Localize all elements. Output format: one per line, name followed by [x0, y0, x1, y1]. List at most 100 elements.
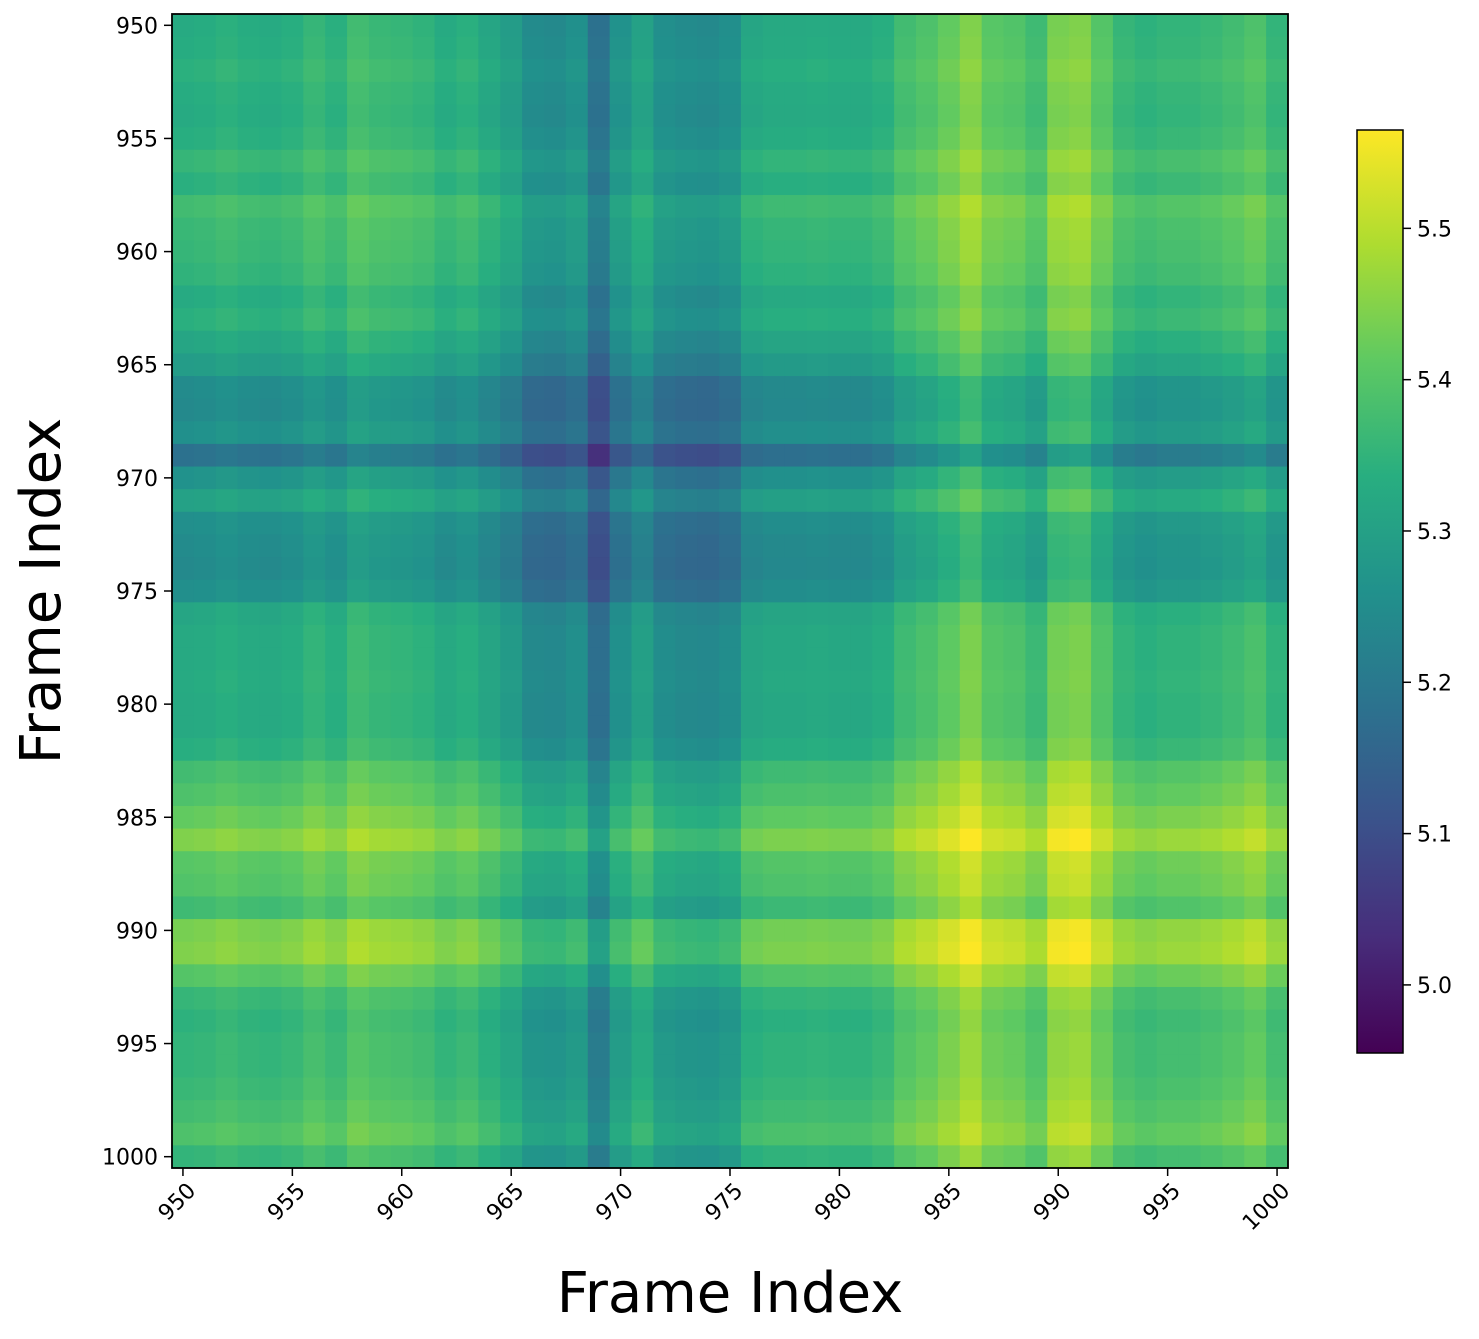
heatmap-cell: [368, 172, 392, 196]
heatmap-cell: [1266, 172, 1289, 196]
heatmap-cell: [740, 421, 764, 445]
heatmap-cell: [697, 851, 720, 875]
heatmap-cell: [237, 285, 261, 309]
heatmap-cell: [434, 534, 458, 558]
heatmap-cell: [1112, 738, 1136, 762]
heatmap-cell: [1200, 964, 1223, 988]
heatmap-cell: [762, 36, 786, 60]
heatmap-cell: [1047, 647, 1070, 671]
heatmap-cell: [259, 760, 283, 784]
heatmap-cell: [1178, 1077, 1202, 1101]
heatmap-cell: [1222, 1009, 1245, 1033]
heatmap-cell: [959, 195, 983, 219]
heatmap-cell: [981, 873, 1005, 898]
heatmap-cell: [937, 670, 961, 694]
heatmap-cell: [981, 1100, 1005, 1124]
heatmap-cell: [434, 149, 458, 173]
heatmap-cell: [368, 534, 392, 558]
heatmap-cell: [740, 217, 764, 241]
heatmap-cell: [1266, 715, 1289, 739]
heatmap-cell: [959, 443, 983, 468]
heatmap-cell: [281, 308, 304, 332]
heatmap-cell: [281, 964, 304, 988]
heatmap-cell: [237, 1032, 261, 1056]
heatmap-cell: [1222, 398, 1245, 422]
heatmap-cell: [1091, 172, 1114, 196]
heatmap-cell: [697, 104, 720, 128]
heatmap-cell: [1134, 376, 1158, 400]
heatmap-cell: [762, 489, 786, 513]
heatmap-cell: [215, 81, 239, 106]
heatmap-cell: [544, 1100, 567, 1124]
heatmap-cell: [522, 647, 545, 671]
heatmap-cell: [631, 1122, 655, 1146]
heatmap-cell: [478, 1054, 501, 1079]
heatmap-cell: [1244, 941, 1267, 965]
heatmap-cell: [1003, 376, 1027, 400]
heatmap-cell: [1222, 127, 1245, 151]
heatmap-cell: [1003, 285, 1027, 309]
heatmap-cell: [609, 919, 633, 943]
heatmap-cell: [1156, 172, 1180, 196]
heatmap-cell: [412, 715, 436, 739]
heatmap-cell: [215, 738, 239, 762]
heatmap-cell: [368, 557, 392, 581]
heatmap-cell: [544, 104, 567, 128]
heatmap-cell: [368, 1032, 392, 1056]
heatmap-cell: [828, 398, 851, 422]
heatmap-cell: [522, 783, 545, 807]
heatmap-cell: [544, 1054, 567, 1079]
heatmap-cell: [719, 738, 742, 762]
heatmap-cell: [653, 466, 676, 490]
heatmap-cell: [609, 805, 633, 830]
heatmap-cell: [653, 783, 676, 807]
heatmap-cell: [478, 195, 501, 219]
heatmap-cell: [281, 1032, 304, 1056]
heatmap-cell: [522, 59, 545, 83]
heatmap-cell: [675, 262, 698, 287]
heatmap-cell: [522, 1122, 545, 1146]
heatmap-cell: [259, 557, 283, 581]
heatmap-cell: [347, 647, 370, 671]
heatmap-cell: [1266, 376, 1289, 400]
heatmap-cell: [1112, 353, 1136, 377]
heatmap-cell: [740, 624, 764, 649]
heatmap-cell: [587, 670, 611, 694]
heatmap-cell: [368, 715, 392, 739]
heatmap-cell: [522, 240, 545, 264]
heatmap-cell: [237, 919, 261, 943]
heatmap-cell: [806, 1032, 830, 1056]
heatmap-cell: [456, 919, 479, 943]
heatmap-cell: [325, 579, 348, 603]
heatmap-cell: [412, 828, 436, 852]
heatmap-cell: [1003, 828, 1027, 852]
heatmap-cell: [565, 1009, 589, 1033]
heatmap-cell: [959, 217, 983, 241]
heatmap-cell: [1003, 489, 1027, 513]
heatmap-cell: [172, 127, 195, 151]
heatmap-cell: [565, 149, 589, 173]
heatmap-cell: [1112, 195, 1136, 219]
heatmap-cell: [1244, 149, 1267, 173]
heatmap-cell: [390, 398, 414, 422]
heatmap-cell: [303, 1145, 326, 1169]
heatmap-cell: [916, 1077, 939, 1101]
heatmap-cell: [1025, 851, 1048, 875]
heatmap-cell: [1069, 986, 1092, 1011]
heatmap-cell: [719, 262, 742, 287]
heatmap-cell: [740, 986, 764, 1011]
heatmap-cell: [872, 443, 895, 468]
heatmap-cell: [916, 149, 939, 173]
heatmap-cell: [937, 104, 961, 128]
heatmap-cell: [675, 1054, 698, 1079]
heatmap-cell: [740, 1077, 764, 1101]
heatmap-cell: [368, 285, 392, 309]
heatmap-cell: [719, 36, 742, 60]
heatmap-cell: [937, 896, 961, 920]
heatmap-cell: [1069, 104, 1092, 128]
heatmap-cell: [828, 1032, 851, 1056]
heatmap-cell: [1222, 1145, 1245, 1169]
heatmap-cell: [740, 353, 764, 377]
heatmap-cell: [850, 602, 873, 626]
heatmap-cell: [1112, 828, 1136, 852]
